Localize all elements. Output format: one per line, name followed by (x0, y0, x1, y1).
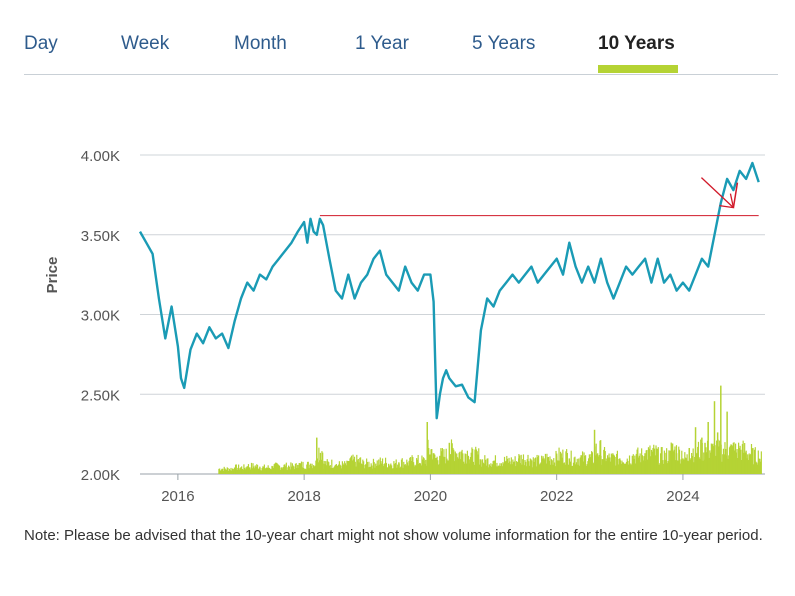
tab-week[interactable]: Week (121, 33, 170, 54)
tab-day[interactable]: Day (24, 33, 58, 54)
active-tab-indicator (598, 65, 678, 73)
annotation-arrow-head (719, 193, 735, 209)
annotation-arrow-shaft (700, 177, 734, 209)
price-chart: 2.00K 2.50K 3.00K 3.50K 4.00K 2016 2018 2020 202… (44, 148, 765, 505)
y-tick-label: 3.00K (81, 308, 120, 325)
price-line (138, 161, 760, 420)
chart-note: Note: Please be advised that the 10-year… (24, 527, 763, 544)
annotation-marker (732, 182, 739, 208)
x-tick-label: 2022 (540, 488, 573, 505)
y-tick-label: 2.50K (81, 387, 120, 404)
x-tick-label: 2016 (161, 488, 194, 505)
y-tick-label: 2.00K (81, 467, 120, 484)
y-tick-label: 3.50K (81, 228, 120, 245)
x-tick-label: 2020 (414, 488, 447, 505)
tab-10-years[interactable]: 10 Years (598, 33, 675, 54)
y-tick-label: 4.00K (81, 148, 120, 165)
y-axis-label: Price (44, 257, 61, 294)
x-tick-label: 2018 (287, 488, 320, 505)
tab-month[interactable]: Month (234, 33, 287, 54)
x-tick-label: 2024 (666, 488, 699, 505)
timeframe-tabs: Day Week Month 1 Year 5 Years 10 Years (24, 0, 778, 75)
tab-5-years[interactable]: 5 Years (472, 33, 536, 54)
tab-1-year[interactable]: 1 Year (355, 33, 409, 54)
